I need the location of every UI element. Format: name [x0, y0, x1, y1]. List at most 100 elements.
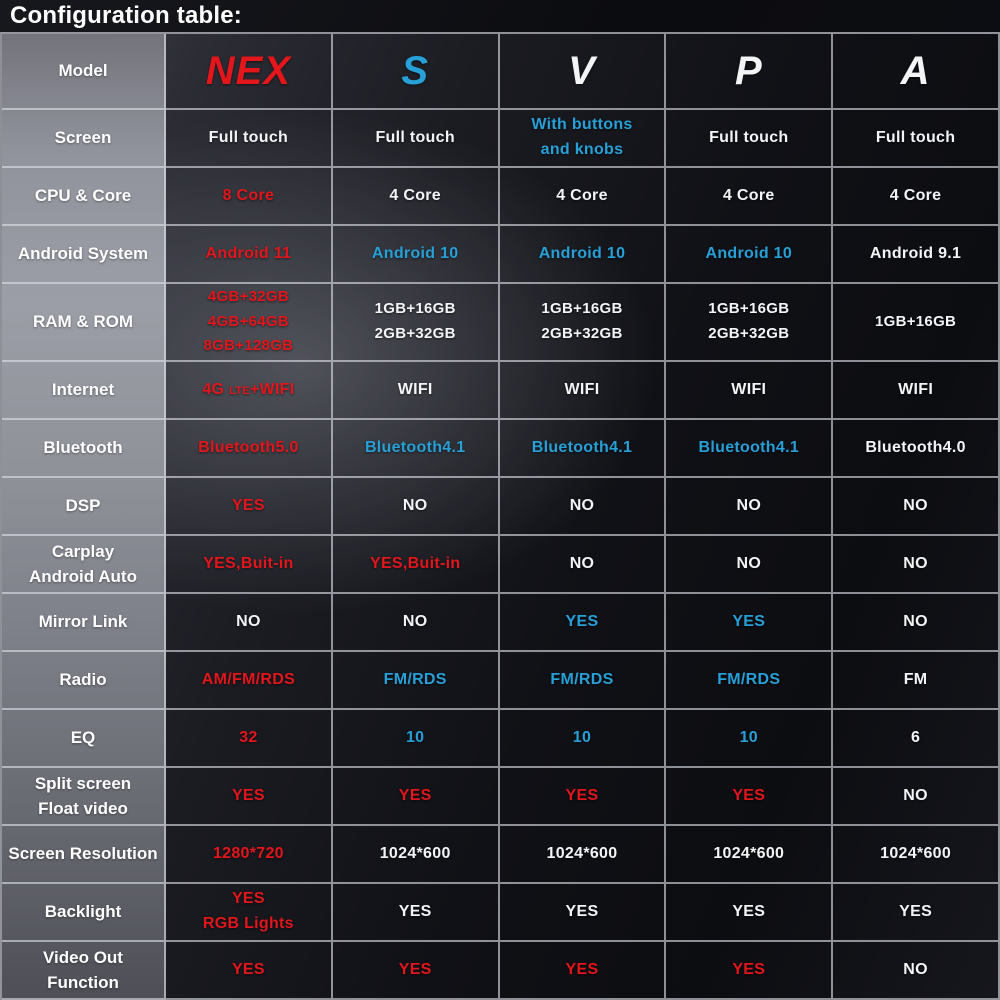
cell-radio-v: FM/RDS: [499, 652, 667, 710]
cell-internet-a: WIFI: [833, 362, 1000, 420]
row-label: Backlight: [2, 884, 166, 942]
cell-dsp-s: NO: [332, 478, 500, 536]
model-header-nex: NEX: [166, 34, 333, 110]
row-label: Bluetooth: [2, 420, 166, 478]
cell-android-system-nex: Android 11: [166, 226, 333, 284]
cell-screen-resolution-nex: 1280*720: [166, 826, 333, 884]
cell-android-system-s: Android 10: [332, 226, 500, 284]
cell-ram-rom-p: 1GB+16GB 2GB+32GB: [666, 284, 834, 362]
row-label: Radio: [2, 652, 166, 710]
cell-internet-s: WIFI: [332, 362, 500, 420]
table-row-bluetooth: Bluetooth Bluetooth5.0 Bluetooth4.1 Bluetoo…: [2, 420, 1000, 478]
row-label: EQ: [2, 710, 166, 768]
cell-ram-rom-a: 1GB+16GB: [833, 284, 1000, 362]
cell-bluetooth-nex: Bluetooth5.0: [166, 420, 333, 478]
cell-internet-p: WIFI: [666, 362, 834, 420]
cell-cpu-core-s: 4 Core: [332, 168, 500, 226]
table-row-dsp: DSP YES NO NO NO NO: [2, 478, 1000, 536]
row-label: Screen: [2, 110, 166, 168]
table-row-split-screen-float-video: Split screen Float video YES YES YES YES NO: [2, 768, 1000, 826]
cell-mirror-link-nex: NO: [166, 594, 333, 652]
corner-label: Model: [2, 34, 166, 110]
row-label: RAM & ROM: [2, 284, 166, 362]
table-row-video-out-function: Video Out Function YES YES YES YES NO: [2, 942, 1000, 1000]
cell-android-system-v: Android 10: [499, 226, 667, 284]
row-label: DSP: [2, 478, 166, 536]
cell-backlight-nex: YES RGB Lights: [166, 884, 333, 942]
cell-ram-rom-s: 1GB+16GB 2GB+32GB: [332, 284, 500, 362]
cell-eq-a: 6: [833, 710, 1000, 768]
cell-radio-s: FM/RDS: [332, 652, 500, 710]
cell-screen-resolution-p: 1024*600: [666, 826, 834, 884]
cell-eq-v: 10: [499, 710, 667, 768]
cell-split-screen-nex: YES: [166, 768, 333, 826]
cell-ram-rom-v: 1GB+16GB 2GB+32GB: [499, 284, 667, 362]
cell-cpu-core-a: 4 Core: [833, 168, 1000, 226]
cell-screen-resolution-v: 1024*600: [499, 826, 667, 884]
cell-radio-p: FM/RDS: [666, 652, 834, 710]
model-header-p: P: [666, 34, 834, 110]
cell-carplay-s: YES,Buit-in: [332, 536, 500, 594]
model-header-a: A: [833, 34, 1000, 110]
cell-split-screen-a: NO: [833, 768, 1000, 826]
cell-screen-resolution-a: 1024*600: [833, 826, 1000, 884]
row-label: Video Out Function: [2, 942, 166, 1000]
cell-video-out-v: YES: [499, 942, 667, 1000]
page-title: Configuration table:: [10, 2, 242, 29]
table-header-row: Model NEX S V P A: [2, 34, 1000, 110]
cell-screen-a: Full touch: [833, 110, 1000, 168]
row-label: Carplay Android Auto: [2, 536, 166, 594]
row-label: Internet: [2, 362, 166, 420]
cell-cpu-core-v: 4 Core: [499, 168, 667, 226]
cell-split-screen-p: YES: [666, 768, 834, 826]
cell-screen-s: Full touch: [332, 110, 500, 168]
cell-radio-a: FM: [833, 652, 1000, 710]
table-row-eq: EQ 32 10 10 10 6: [2, 710, 1000, 768]
table-row-backlight: Backlight YES RGB Lights YES YES YES YES: [2, 884, 1000, 942]
table-row-internet: Internet 4G LTE+WIFI WIFI WIFI WIFI WIFI: [2, 362, 1000, 420]
cell-mirror-link-a: NO: [833, 594, 1000, 652]
cell-bluetooth-v: Bluetooth4.1: [499, 420, 667, 478]
table-row-cpu-core: CPU & Core 8 Core 4 Core 4 Core 4 Core 4 Core: [2, 168, 1000, 226]
cell-carplay-p: NO: [666, 536, 834, 594]
cell-dsp-v: NO: [499, 478, 667, 536]
table-row-ram-rom: RAM & ROM 4GB+32GB 4GB+64GB 8GB+128GB 1GB+16…: [2, 284, 1000, 362]
cell-internet-v: WIFI: [499, 362, 667, 420]
cell-backlight-s: YES: [332, 884, 500, 942]
cell-video-out-s: YES: [332, 942, 500, 1000]
cell-backlight-a: YES: [833, 884, 1000, 942]
model-header-s: S: [332, 34, 500, 110]
cell-dsp-nex: YES: [166, 478, 333, 536]
cell-mirror-link-s: NO: [332, 594, 500, 652]
model-header-v: V: [499, 34, 667, 110]
cell-ram-rom-nex: 4GB+32GB 4GB+64GB 8GB+128GB: [166, 284, 333, 362]
cell-eq-s: 10: [332, 710, 500, 768]
row-label: Android System: [2, 226, 166, 284]
config-table: Model NEX S V P A Screen Full touch Full touch Wi…: [0, 32, 1000, 1000]
cell-video-out-a: NO: [833, 942, 1000, 1000]
row-label: Screen Resolution: [2, 826, 166, 884]
table-row-mirror-link: Mirror Link NO NO YES YES NO: [2, 594, 1000, 652]
cell-backlight-p: YES: [666, 884, 834, 942]
row-label: Split screen Float video: [2, 768, 166, 826]
cell-cpu-core-nex: 8 Core: [166, 168, 333, 226]
cell-cpu-core-p: 4 Core: [666, 168, 834, 226]
cell-carplay-v: NO: [499, 536, 667, 594]
table-row-android-system: Android System Android 11 Android 10 Androi…: [2, 226, 1000, 284]
cell-carplay-nex: YES,Buit-in: [166, 536, 333, 594]
cell-backlight-v: YES: [499, 884, 667, 942]
row-label: CPU & Core: [2, 168, 166, 226]
cell-android-system-p: Android 10: [666, 226, 834, 284]
cell-split-screen-s: YES: [332, 768, 500, 826]
cell-dsp-a: NO: [833, 478, 1000, 536]
cell-carplay-a: NO: [833, 536, 1000, 594]
cell-screen-v: With buttons and knobs: [499, 110, 667, 168]
cell-eq-nex: 32: [166, 710, 333, 768]
cell-screen-resolution-s: 1024*600: [332, 826, 500, 884]
cell-radio-nex: AM/FM/RDS: [166, 652, 333, 710]
cell-bluetooth-a: Bluetooth4.0: [833, 420, 1000, 478]
cell-mirror-link-p: YES: [666, 594, 834, 652]
table-row-carplay-android-auto: Carplay Android Auto YES,Buit-in YES,Buit-i…: [2, 536, 1000, 594]
row-label: Mirror Link: [2, 594, 166, 652]
table-row-radio: Radio AM/FM/RDS FM/RDS FM/RDS FM/RDS FM: [2, 652, 1000, 710]
